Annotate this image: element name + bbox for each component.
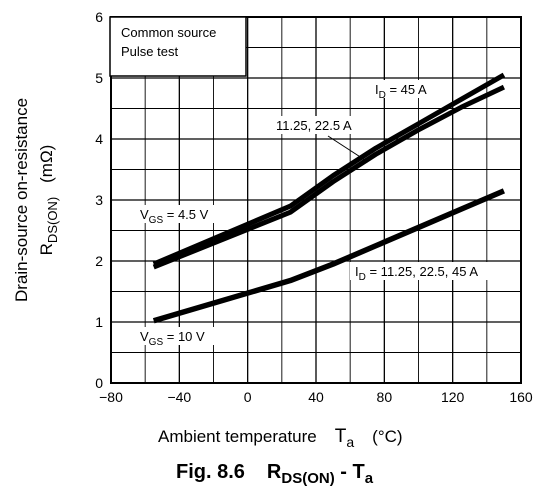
y-tick-label: 5 (95, 70, 103, 86)
label-vgs45: VGS = 4.5 V (140, 207, 209, 226)
series-lines (152, 72, 506, 324)
y-tick-label: 0 (95, 375, 103, 391)
y-tick-label: 2 (95, 253, 103, 269)
grid (111, 17, 521, 383)
label-idall: ID = 11.25, 22.5, 45 A (355, 264, 478, 283)
plot-frame (110, 16, 522, 384)
figure-caption: Fig. 8.6 RDS(ON) - Ta (176, 461, 374, 487)
label-idall-bg (350, 262, 508, 280)
y-tick-label: 6 (95, 9, 103, 25)
x-tick-label: −80 (99, 389, 123, 405)
label-id11-bg (270, 116, 366, 134)
x-tick-label: 0 (244, 389, 252, 405)
legend-line-2: Pulse test (121, 44, 178, 59)
series-line-1 (152, 72, 506, 267)
label-id45-bg (370, 80, 444, 98)
x-axis-title: Ambient temperature Ta (°C) (158, 426, 403, 450)
series-line-2 (152, 84, 505, 270)
leader-line (327, 135, 369, 163)
y-tick-label: 1 (95, 314, 103, 330)
x-tick-label: 80 (377, 389, 393, 405)
y-axis-title-line2: RDS(ON)(mΩ) (37, 145, 60, 256)
label-vgs10-bg (136, 327, 216, 345)
x-tick-label: 40 (308, 389, 324, 405)
y-tick-label: 4 (95, 131, 103, 147)
legend-line-1: Common source (121, 25, 216, 40)
x-tick-label: −40 (167, 389, 191, 405)
x-tick-label: 160 (509, 389, 533, 405)
label-vgs45-bg (136, 205, 216, 223)
x-tick-label: 120 (441, 389, 465, 405)
series-line-3 (152, 188, 505, 324)
y-tick-label: 3 (95, 192, 103, 208)
y-axis-title-line1: Drain-source on-resistance (12, 98, 31, 302)
label-id45: ID = 45 A (375, 82, 427, 101)
legend-box (109, 16, 247, 77)
label-id11: 11.25, 22.5 A (276, 118, 352, 133)
tick-labels: −80 −40 0 40 80 120 160 0 1 2 3 4 5 6 (95, 9, 533, 405)
label-vgs10: VGS = 10 V (140, 329, 205, 348)
